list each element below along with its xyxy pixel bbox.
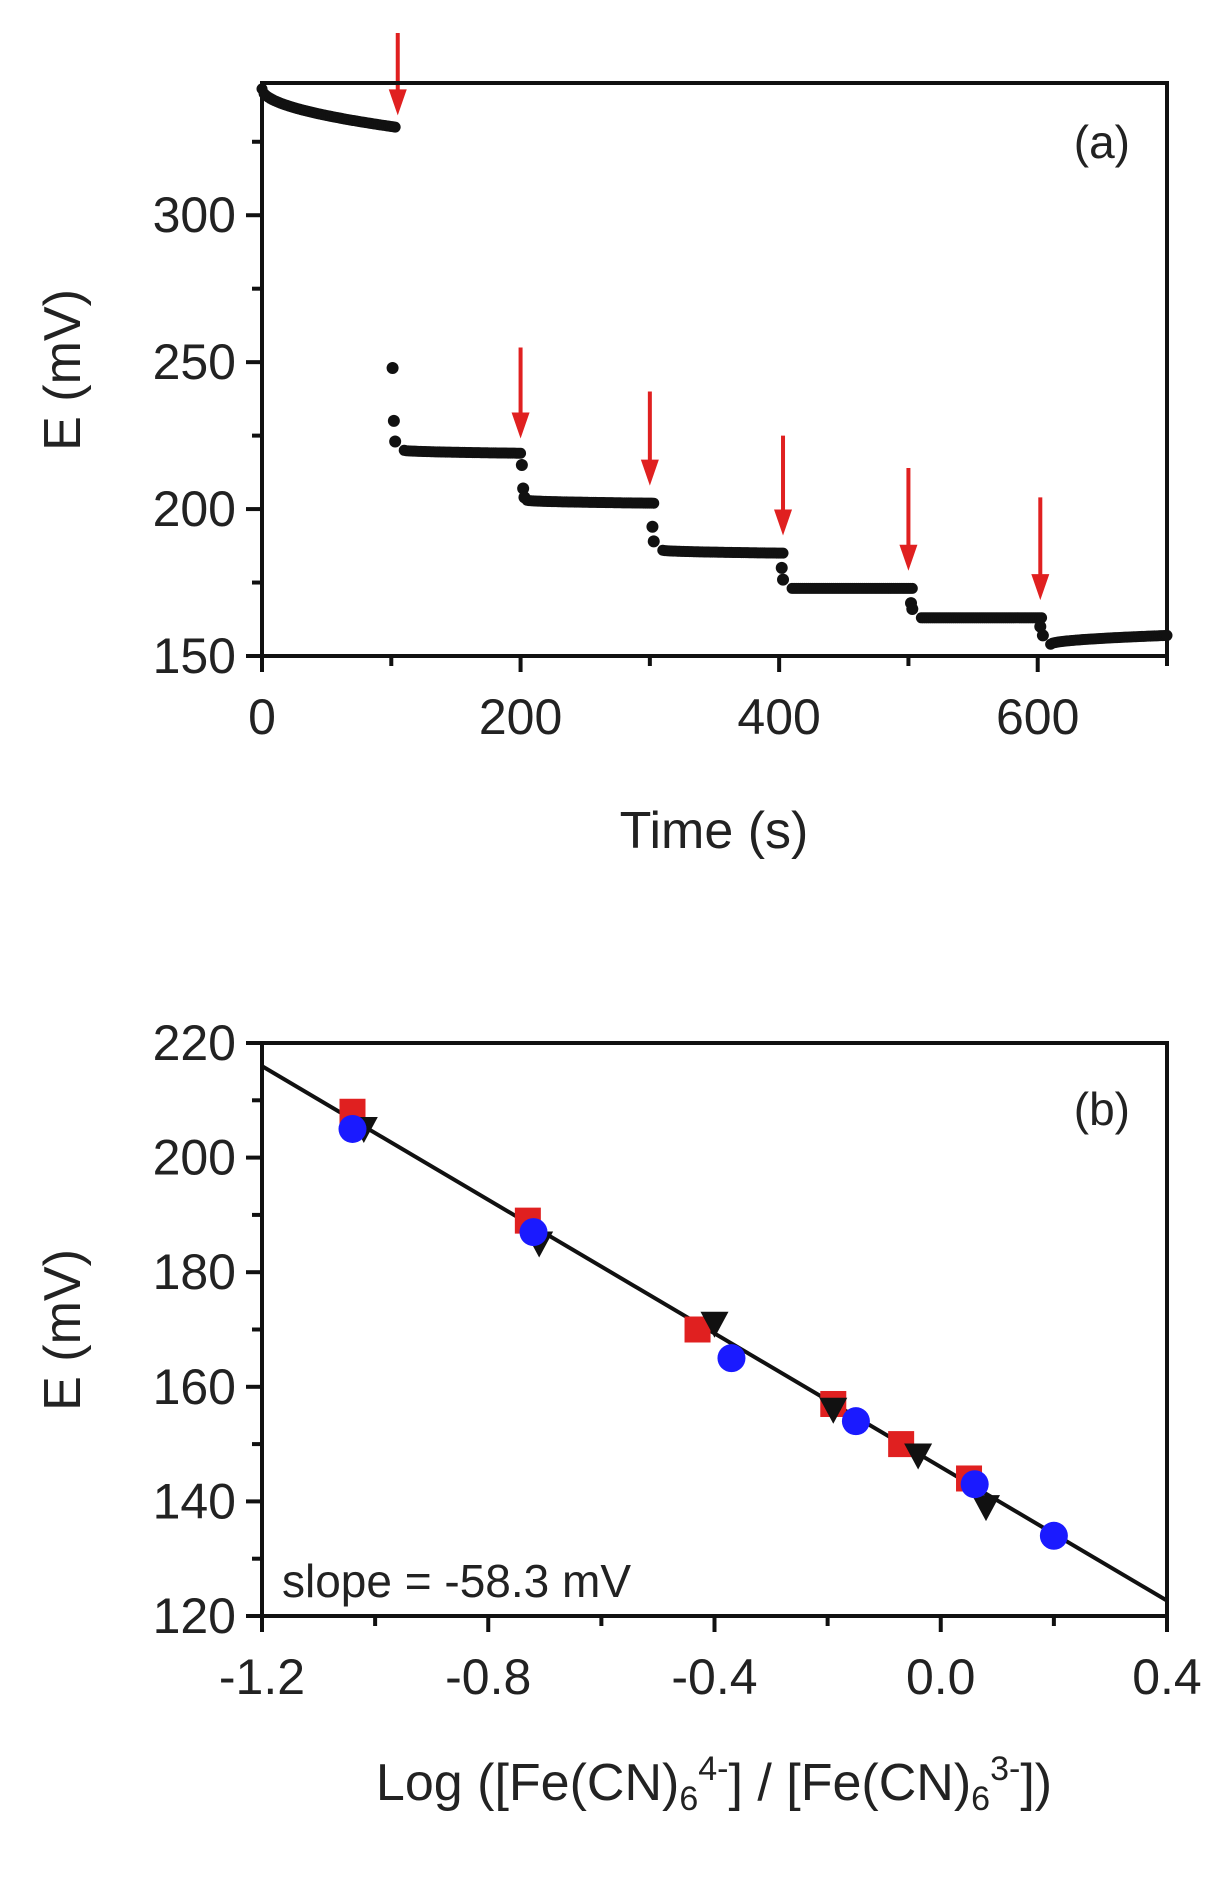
- panel-a-y-axis-label: E (mV): [34, 289, 92, 451]
- panel-b-y-tick-label: 200: [153, 1130, 236, 1186]
- panel-b-slope-annotation: slope = -58.3 mV: [282, 1555, 631, 1607]
- panel-a-data-point: [777, 547, 789, 559]
- panel-b-circle-point: [960, 1470, 989, 1499]
- panel-b-ticks: 120 140 160 180 200 220 -1.2 -0.8 -0.4 0.0 0.4: [153, 1015, 1202, 1705]
- panel-b-x-tick-label: -1.2: [219, 1649, 305, 1705]
- panel-a-arrow-head: [774, 509, 793, 536]
- panel-a-transient-point: [518, 491, 531, 504]
- panel-a-transient-point: [777, 573, 790, 586]
- x-label-sup-1: 4-: [698, 1750, 728, 1788]
- panel-b-y-tick-label: 140: [153, 1473, 236, 1529]
- panel-a-addition-arrows: [388, 33, 1050, 601]
- panel-a-x-axis-label: Time (s): [620, 802, 809, 860]
- panel-a-data-point: [906, 582, 918, 594]
- panel-b-triangle-point: [700, 1311, 729, 1338]
- panel-a-y-tick-label: 150: [153, 628, 236, 684]
- panel-a-transient-point: [1036, 629, 1049, 642]
- panel-b-x-tick-label: 0.0: [906, 1649, 976, 1705]
- panel-a-transient-point: [517, 482, 530, 495]
- x-label-part-1: Log ([Fe(CN): [376, 1754, 679, 1812]
- x-label-part-3: ]): [1020, 1754, 1052, 1812]
- panel-a-y-tick-label: 200: [153, 481, 236, 537]
- panel-a-ticks: 150 200 250 300 0 200 400 600: [153, 139, 1169, 745]
- panel-a-x-tick-label: 400: [737, 689, 820, 745]
- panel-a-data-points: [256, 83, 1173, 650]
- panel-a-arrow-head: [388, 89, 407, 116]
- panel-b-x-axis-label: Log ([Fe(CN)64-] / [Fe(CN)63-]): [376, 1750, 1052, 1819]
- panel-b-label: (b): [1074, 1083, 1130, 1135]
- panel-b-x-tick-label: 0.4: [1132, 1649, 1202, 1705]
- panel-a-arrow-head: [511, 412, 530, 439]
- panel-a-x-tick-label: 0: [248, 689, 276, 745]
- panel-b-circle-point: [1039, 1521, 1068, 1550]
- panel-a-y-tick-label: 300: [153, 187, 236, 243]
- panel-b-circle-point: [338, 1114, 367, 1143]
- panel-a-transient-point: [775, 561, 788, 574]
- panel-b-triangle-point: [819, 1397, 848, 1424]
- x-label-sup-2: 3-: [990, 1750, 1020, 1788]
- panel-b-data-points: [338, 1098, 1068, 1550]
- panel-b-circle-point: [841, 1407, 870, 1436]
- panel-a-transient-point: [646, 520, 659, 533]
- panel-a-x-tick-label: 600: [996, 689, 1079, 745]
- panel-a-time-series: 150 200 250 300 0 200 400 600 (a) Time (s) E (m…: [34, 33, 1173, 860]
- panel-a-arrow-head: [640, 459, 659, 486]
- panel-a-transient-point: [386, 362, 399, 375]
- panel-a-transient-point: [906, 602, 919, 615]
- panel-a-arrow-head: [1031, 574, 1050, 601]
- panel-a-arrow-head: [899, 544, 918, 571]
- panel-b-y-tick-label: 180: [153, 1244, 236, 1300]
- panel-a-plot-frame: [260, 81, 1169, 658]
- panel-a-transient-point: [389, 435, 402, 448]
- panel-a-label: (a): [1074, 116, 1130, 168]
- panel-b-nernst-plot: 120 140 160 180 200 220 -1.2 -0.8 -0.4 0.0 0.4 (b)…: [34, 1015, 1202, 1818]
- panel-a-data-point: [648, 497, 660, 509]
- panel-a-x-tick-label: 200: [479, 689, 562, 745]
- panel-b-circle-point: [717, 1344, 746, 1373]
- x-label-sub-1: 6: [679, 1780, 698, 1818]
- panel-b-triangle-point: [972, 1495, 1000, 1522]
- panel-b-x-tick-label: -0.8: [445, 1649, 531, 1705]
- panel-b-circle-point: [519, 1218, 548, 1247]
- panel-a-y-tick-label: 250: [153, 334, 236, 390]
- x-label-part-2: ] / [Fe(CN): [728, 1754, 971, 1812]
- panel-b-x-tick-label: -0.4: [671, 1649, 757, 1705]
- panel-a-transient-point: [647, 535, 660, 548]
- panel-a-transient-point: [515, 459, 528, 471]
- panel-b-y-axis-label: E (mV): [34, 1249, 92, 1411]
- panel-a-data-point: [389, 121, 401, 133]
- panel-b-triangle-point: [904, 1443, 933, 1470]
- panel-b-y-tick-label: 160: [153, 1359, 236, 1415]
- panel-b-y-tick-label: 220: [153, 1015, 236, 1071]
- x-label-sub-2: 6: [971, 1780, 990, 1818]
- panel-a-data-point: [515, 447, 527, 459]
- panel-a-data-point: [1036, 612, 1048, 624]
- panel-a-transient-point: [387, 414, 400, 427]
- panel-b-y-tick-label: 120: [153, 1588, 236, 1644]
